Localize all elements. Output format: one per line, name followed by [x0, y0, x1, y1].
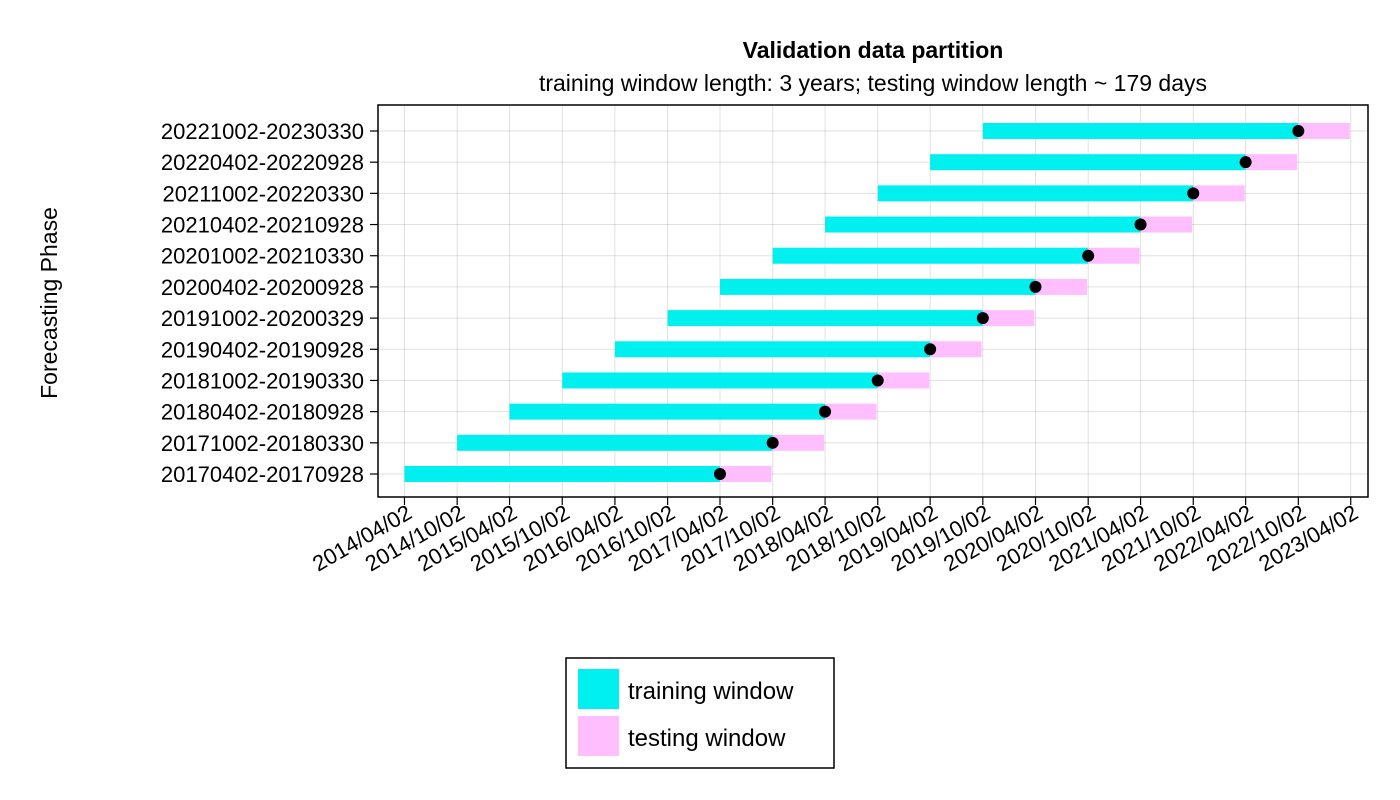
y-tick-label: 20170402-20170928 [161, 462, 364, 487]
testing-window-bar [772, 434, 825, 451]
training-window-bar [404, 466, 720, 482]
training-window-bar [930, 154, 1246, 171]
testing-window-bar [825, 403, 877, 420]
forecast-origin-marker [713, 468, 726, 480]
training-window-bar [509, 403, 826, 420]
y-tick-label: 20181002-20190330 [161, 368, 364, 393]
forecast-origin-marker [1292, 125, 1305, 137]
training-window-bar [772, 247, 1089, 264]
forecast-origin-marker [819, 405, 832, 418]
y-tick-label: 20200402-20200928 [161, 275, 364, 300]
forecast-origin-marker [1029, 280, 1042, 293]
forecast-origin-marker [976, 312, 989, 325]
x-tick-labels: 2014/04/022014/10/022015/04/022015/10/02… [308, 497, 1362, 576]
y-tick-label: 20211002-20220330 [163, 181, 364, 206]
bars-layer [404, 123, 1350, 482]
testing-window-bar [1245, 154, 1298, 171]
chart-subtitle: training window length: 3 years; testing… [539, 70, 1207, 96]
forecast-origin-marker [766, 436, 779, 449]
legend-training-swatch [578, 669, 619, 709]
y-tick-label: 20220402-20220928 [161, 150, 364, 175]
markers-layer [713, 125, 1305, 480]
testing-window-bar [930, 341, 982, 358]
y-tick-labels: 20170402-20170928 20171002-20180330 201804… [161, 119, 378, 487]
y-tick-label: 20191002-20200329 [161, 306, 364, 331]
training-window-bar [982, 123, 1299, 139]
forecast-origin-marker [924, 343, 937, 356]
legend-testing-label: testing window [628, 725, 786, 752]
y-tick-label: 20180402-20180928 [161, 400, 364, 425]
training-window-bar [457, 434, 773, 451]
legend: training window testing window [565, 657, 835, 769]
testing-window-bar [877, 372, 930, 389]
testing-window-bar [1298, 123, 1350, 139]
y-tick-label: 20221002-20230330 [161, 119, 364, 144]
training-window-bar [719, 278, 1036, 295]
testing-window-bar [1035, 278, 1088, 295]
testing-window-bar [1193, 185, 1245, 202]
testing-window-bar [1140, 216, 1193, 233]
training-window-bar [562, 372, 878, 389]
y-tick-label: 20210402-20210928 [161, 213, 364, 238]
testing-window-bar [982, 310, 1035, 327]
plot-frame [377, 104, 1369, 498]
testing-window-bar [719, 466, 772, 482]
training-window-bar [877, 185, 1194, 202]
training-window-bar [667, 310, 983, 327]
training-window-bar [825, 216, 1141, 233]
legend-testing-swatch [578, 716, 619, 756]
forecast-origin-marker [1239, 156, 1252, 169]
forecast-origin-marker [1187, 187, 1200, 200]
forecast-origin-marker [1134, 218, 1147, 231]
forecast-origin-marker [871, 374, 884, 387]
y-tick-label: 20171002-20180330 [161, 431, 364, 456]
y-tick-label: 20201002-20210330 [161, 244, 364, 269]
chart-title: Validation data partition [743, 37, 1004, 63]
training-window-bar [614, 341, 931, 358]
legend-training-label: training window [628, 678, 794, 705]
forecast-origin-marker [1082, 249, 1095, 262]
y-tick-label: 20190402-20190928 [161, 337, 364, 362]
testing-window-bar [1088, 247, 1140, 264]
y-axis-label: Forecasting Phase [36, 207, 62, 399]
